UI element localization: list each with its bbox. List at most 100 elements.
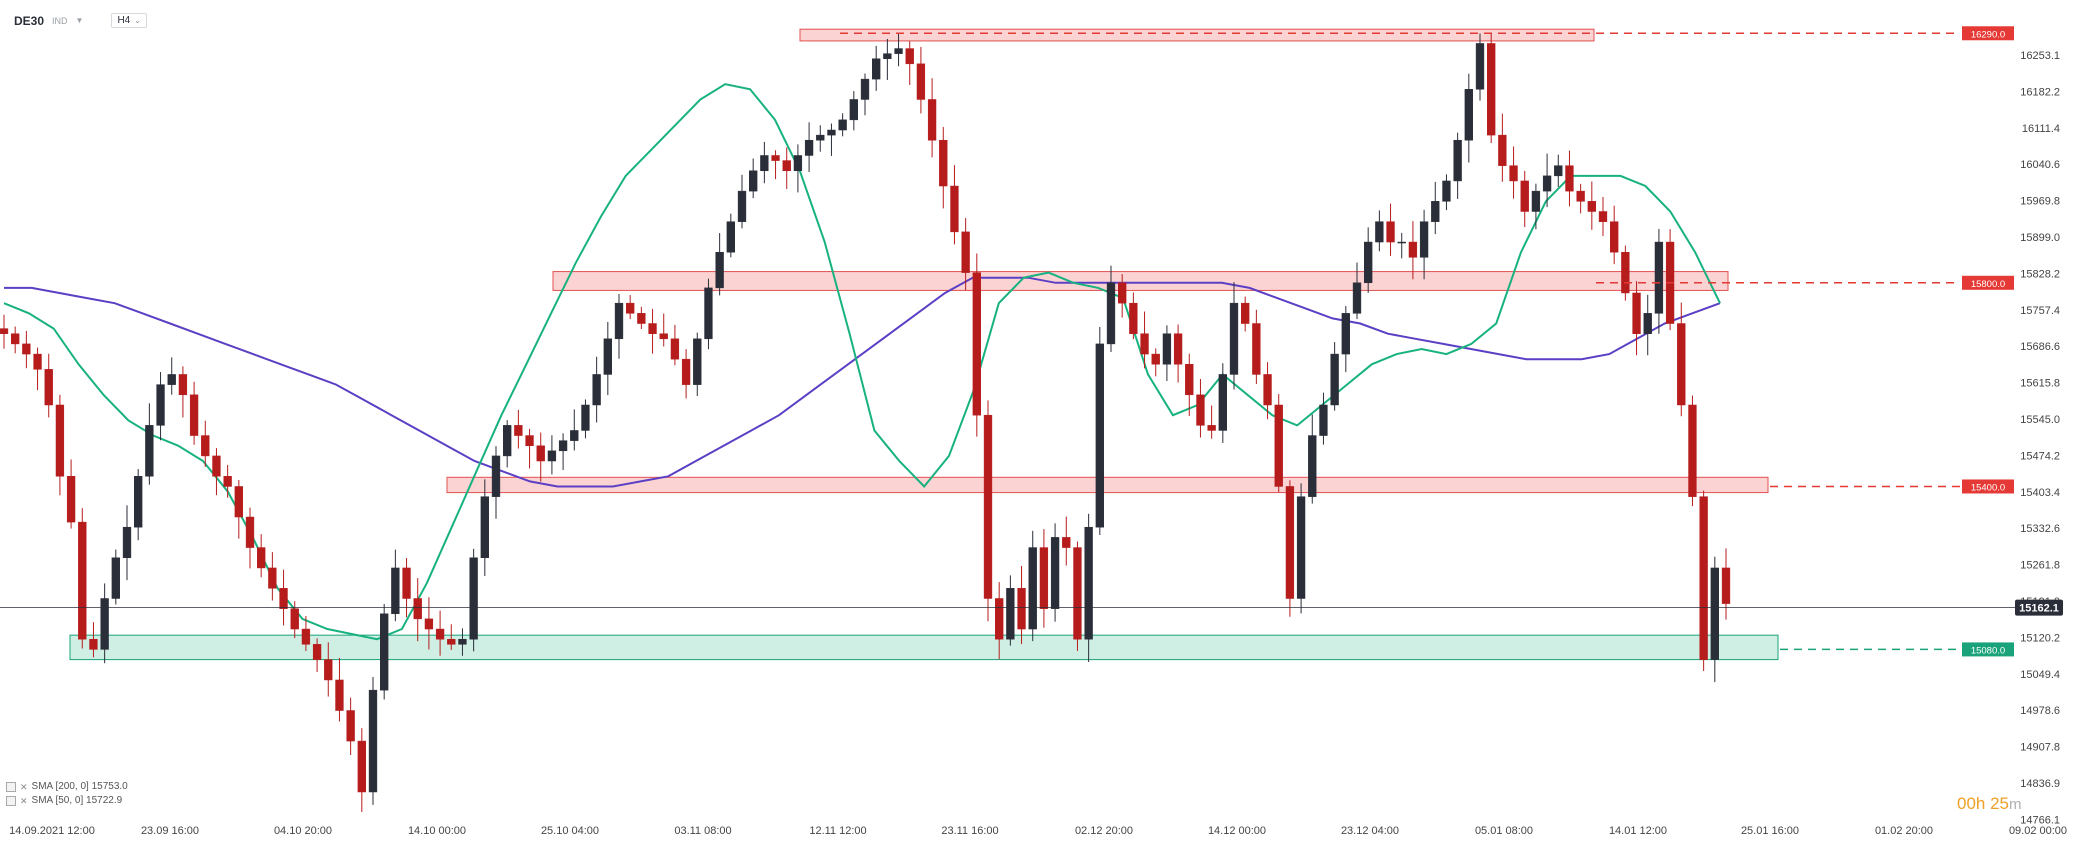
visibility-icon[interactable] bbox=[6, 796, 16, 806]
candle-body bbox=[514, 425, 523, 436]
x-tick-label: 12.11 12:00 bbox=[809, 825, 866, 837]
candle-body bbox=[838, 119, 847, 131]
candle-body bbox=[402, 567, 411, 599]
candle-body bbox=[1274, 404, 1283, 487]
candle-body bbox=[245, 516, 255, 548]
chevron-down-icon[interactable]: ▼ bbox=[75, 16, 84, 25]
timeframe-selector[interactable]: H4 ⌄ bbox=[111, 13, 147, 28]
candle-body bbox=[693, 338, 702, 385]
y-tick-label: 15049.4 bbox=[2020, 669, 2060, 681]
candle-body bbox=[793, 155, 803, 172]
candle-body bbox=[603, 338, 612, 375]
candle-body bbox=[22, 343, 31, 355]
sma200-label: SMA [200, 0] 15753.0 bbox=[31, 781, 128, 792]
candle-body bbox=[380, 613, 389, 691]
candle-body bbox=[816, 134, 825, 141]
y-tick-label: 14907.8 bbox=[2020, 742, 2060, 754]
candle-body bbox=[1721, 567, 1731, 604]
x-tick-label: 01.02 20:00 bbox=[1875, 825, 1933, 837]
legend-sma200[interactable]: ✕ SMA [200, 0] 15753.0 bbox=[6, 780, 128, 794]
candle-body bbox=[1386, 221, 1395, 243]
candle-body bbox=[1554, 165, 1563, 177]
candle-body bbox=[626, 302, 635, 314]
candle-body bbox=[33, 353, 42, 370]
y-tick-label: 16253.1 bbox=[2020, 50, 2060, 62]
x-tick-label: 23.09 16:00 bbox=[141, 825, 199, 837]
candle-body bbox=[1106, 282, 1116, 345]
candle-body bbox=[212, 455, 221, 477]
candle-body bbox=[1073, 547, 1082, 640]
close-icon[interactable]: ✕ bbox=[20, 796, 28, 806]
y-tick-label: 15474.2 bbox=[2020, 450, 2060, 462]
candle-body bbox=[1408, 241, 1418, 258]
candle-body bbox=[1464, 89, 1473, 141]
candle-body bbox=[1375, 221, 1384, 243]
resistance-zone-0 bbox=[799, 28, 1595, 42]
candle-body bbox=[592, 374, 601, 406]
x-tick-label: 14.12 00:00 bbox=[1208, 825, 1266, 837]
candle-body bbox=[0, 328, 9, 334]
y-tick-label: 16182.2 bbox=[2020, 86, 2060, 98]
candle-body bbox=[44, 369, 53, 406]
candle-body bbox=[1330, 353, 1339, 406]
candle-body bbox=[1688, 404, 1697, 497]
candle-body bbox=[234, 486, 243, 518]
timer-main: 00h 25 bbox=[1957, 794, 2009, 813]
resistance-zone-1 bbox=[552, 271, 1729, 291]
candle-body bbox=[1173, 333, 1183, 365]
candle-body bbox=[1498, 134, 1507, 166]
x-tick-label: 03.11 08:00 bbox=[674, 825, 731, 837]
candle-body bbox=[279, 588, 288, 609]
candle-body bbox=[704, 287, 713, 340]
candle-body bbox=[872, 58, 881, 80]
y-axis: 16253.1 16182.2 16111.4 16040.6 15969.8 15899… bbox=[2015, 50, 2063, 826]
candle-body bbox=[1039, 547, 1049, 609]
x-tick-label: 02.12 20:00 bbox=[1075, 825, 1133, 837]
x-tick-label: 23.11 16:00 bbox=[941, 825, 998, 837]
y-tick-label: 15332.6 bbox=[2020, 523, 2060, 535]
candles-layer bbox=[0, 32, 1731, 813]
candle-body bbox=[1263, 374, 1272, 406]
candle-body bbox=[268, 567, 277, 589]
sma50-line bbox=[3, 83, 1721, 641]
candle-body bbox=[491, 455, 501, 497]
candle-body bbox=[257, 547, 266, 569]
candle-body bbox=[670, 338, 680, 360]
y-tick-label: 16111.4 bbox=[2022, 123, 2060, 135]
candle-body bbox=[827, 129, 836, 136]
y-tick-label: 15545.0 bbox=[2020, 414, 2060, 426]
symbol-name[interactable]: DE30 bbox=[14, 13, 45, 28]
candle-timer: 00h 25m bbox=[1957, 794, 2022, 814]
indicator-legend: ✕ SMA [200, 0] 15753.0 ✕ SMA [50, 0] 157… bbox=[6, 780, 128, 808]
candle-body bbox=[335, 679, 344, 711]
candle-body bbox=[503, 425, 512, 457]
price-level-tag[interactable] bbox=[1962, 479, 2014, 494]
x-tick-label: 25.10 04:00 bbox=[541, 825, 599, 837]
candle-body bbox=[134, 476, 143, 528]
candle-body bbox=[1017, 588, 1026, 630]
price-level-tag[interactable] bbox=[1962, 642, 2014, 657]
candle-body bbox=[1487, 43, 1496, 136]
candle-body bbox=[1050, 537, 1060, 609]
candle-body bbox=[156, 384, 165, 426]
y-tick-label: 15120.2 bbox=[2020, 632, 2060, 644]
legend-sma50[interactable]: ✕ SMA [50, 0] 15722.9 bbox=[6, 794, 128, 808]
candle-body bbox=[1677, 323, 1686, 406]
candle-body bbox=[223, 476, 232, 487]
x-tick-label: 05.01 08:00 bbox=[1475, 825, 1533, 837]
price-level-tag[interactable] bbox=[1962, 275, 2014, 290]
sma-layer bbox=[3, 83, 1721, 641]
candle-body bbox=[100, 598, 109, 650]
price-level-tag[interactable] bbox=[1962, 26, 2014, 41]
candle-body bbox=[1710, 567, 1719, 660]
candle-body bbox=[570, 430, 579, 441]
candle-body bbox=[1062, 537, 1071, 548]
candle-body bbox=[525, 435, 534, 446]
visibility-icon[interactable] bbox=[6, 782, 16, 792]
candle-body bbox=[1643, 313, 1652, 334]
candle-body bbox=[749, 170, 758, 192]
close-icon[interactable]: ✕ bbox=[20, 782, 28, 792]
candle-body bbox=[1587, 201, 1596, 212]
y-tick-label: 15969.8 bbox=[2020, 196, 2060, 208]
